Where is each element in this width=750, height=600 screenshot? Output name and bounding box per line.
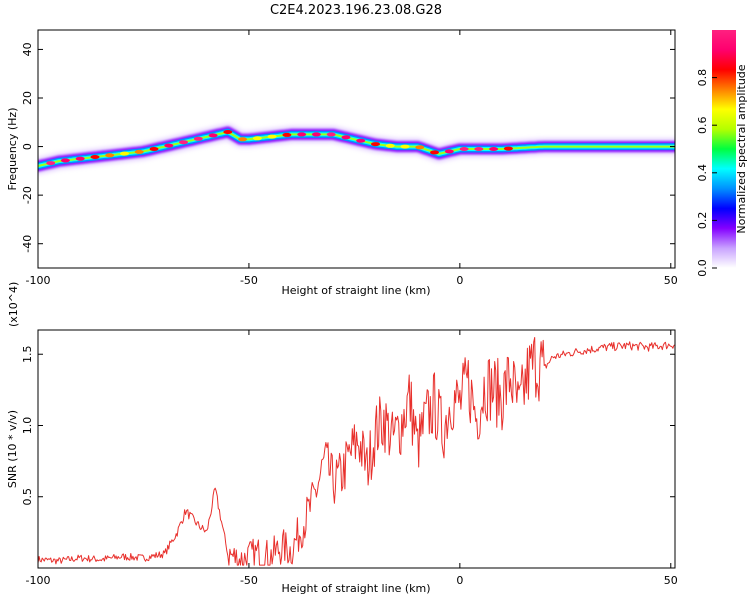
snr-frame [37,329,676,569]
spectrogram-peak [489,147,499,151]
spectrogram-peak [430,150,439,155]
spectrogram-peak [149,147,159,151]
spectrogram-x-label: Height of straight line (km) [281,284,430,297]
colorbar-tick-label: 0.6 [696,116,709,134]
spectrogram-peak [415,145,425,150]
spectrogram-ticks: -100 -50 0 50 -40 -20 0 20 40 [21,30,678,287]
spectrogram-peak [223,130,233,134]
snr-scale-label: (x10^4) [7,282,20,327]
snr-x-tick-label: 50 [664,574,678,587]
colorbar-tick-label: 0.4 [696,164,709,182]
spectrogram-y-tick-label: -20 [21,186,34,204]
spectrogram-peak [459,147,469,151]
spectrogram-peak [282,132,292,137]
spectrogram-peak [297,132,307,137]
spectrogram-peak [400,144,410,149]
spectrogram-peak [371,142,380,147]
spectrogram-peak [267,134,277,139]
spectrogram-x-tick-label: -50 [240,274,258,287]
spectrogram-peak [341,135,351,140]
snr-series-line [38,337,675,566]
snr-y-tick-label: 0.5 [21,488,34,506]
snr-panel: -100 -50 0 50 0.5 1.0 1.5 Height of straight l… [6,282,678,595]
spectrogram-y-tick-label: 20 [21,91,34,105]
snr-ticks: -100 -50 0 50 0.5 1.0 1.5 [21,330,678,587]
snr-y-label: SNR (10 * v/v) [6,410,19,488]
spectrogram-peak [179,140,188,145]
snr-x-label: Height of straight line (km) [281,582,430,595]
spectrogram-peak [444,149,454,154]
spectrogram-x-tick-label: -100 [26,274,51,287]
spectrogram-peak [46,161,56,166]
spectrogram-peak [356,138,366,143]
snr-y-tick-label: 1.5 [21,345,34,363]
spectrogram-peak [105,153,115,158]
spectrogram-ridge [38,131,675,167]
spectrogram-y-tick-label: -40 [21,235,34,253]
snr-x-tick-label: 0 [456,574,463,587]
spectrogram-peak [60,158,70,163]
spectrogram-heatmap [38,124,675,174]
snr-plot-area [38,330,675,568]
colorbar-tick-label: 0.8 [696,69,709,87]
spectrogram-frame [37,29,676,269]
spectrogram-peak [90,155,100,159]
spectrogram-peak [193,136,203,141]
colorbar-ticks: 0.0 0.2 0.4 0.6 0.8 [696,69,717,277]
spectrogram-y-tick-label: 0 [21,143,34,150]
spectrogram-peak [385,143,395,148]
spectrogram-peak [474,147,484,151]
spectrogram-peak [208,133,218,138]
snr-x-tick-label: -100 [26,574,51,587]
colorbar: 0.0 0.2 0.4 0.6 0.8 Normalized spectral ampl… [696,30,748,277]
spectrogram-peak [311,132,321,137]
spectrogram-panel: -100 -50 0 50 -40 -20 0 20 40 Height of straight… [6,29,678,297]
figure-title: C2E4.2023.196.23.08.G28 [270,3,442,18]
spectrogram-peak [75,156,85,161]
spectrogram-peak [164,143,174,148]
spectrogram-peak [120,151,129,156]
spectrogram-peak [503,146,513,151]
spectrogram-y-label: Frequency (Hz) [6,108,19,191]
colorbar-label: Normalized spectral amplitude [735,64,748,233]
snr-x-tick-label: -50 [240,574,258,587]
spectrogram-peak [252,136,262,141]
colorbar-tick-label: 0.0 [696,259,709,277]
spectrogram-peak [238,137,248,142]
spectrogram-y-tick-label: 40 [21,42,34,56]
snr-y-tick-label: 1.0 [21,417,34,435]
spectrogram-peak [134,149,144,154]
colorbar-tick-label: 0.2 [696,212,709,230]
spectrogram-x-tick-label: 50 [664,274,678,287]
colorbar-gradient [712,30,736,268]
spectrogram-peak [326,132,336,137]
spectrogram-x-tick-label: 0 [456,274,463,287]
